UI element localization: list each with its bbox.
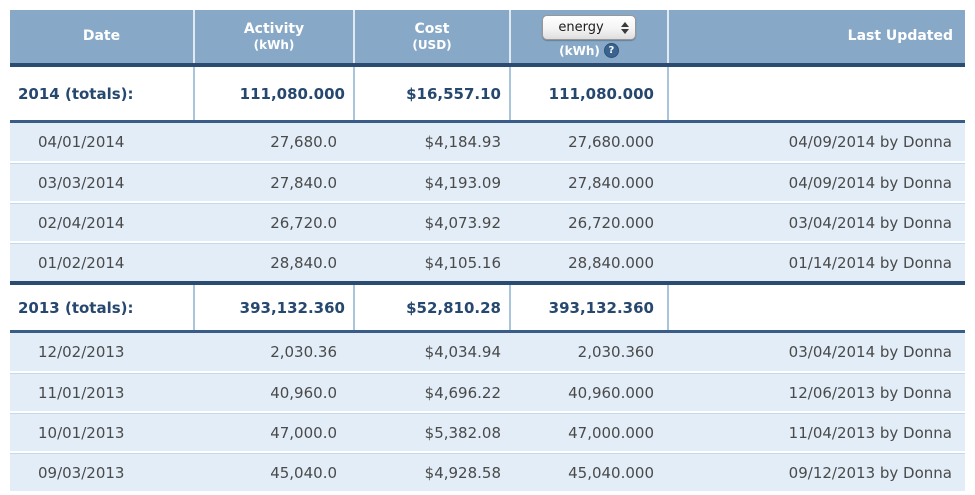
table-row: 04/01/2014 27,680.0 $4,184.93 27,680.000…	[10, 123, 965, 161]
column-header-last-updated: Last Updated	[667, 10, 965, 63]
cell-date: 01/02/2014	[38, 253, 125, 272]
totals-label: 2013 (totals):	[18, 298, 134, 317]
cell-activity: 2,030.36	[270, 343, 337, 361]
column-header-activity-label: Activity	[243, 21, 305, 37]
cell-cost: $4,034.94	[424, 343, 501, 361]
cell-energy: 45,040.000	[568, 463, 654, 482]
column-header-cost-unit: (USD)	[412, 38, 452, 52]
totals-row-2014: 2014 (totals): 111,080.000 $16,557.10 11…	[10, 67, 965, 123]
cell-activity: 45,040.0	[270, 463, 337, 482]
table-row: 09/03/2013 45,040.0 $4,928.58 45,040.000…	[10, 453, 965, 491]
table-row: 12/02/2013 2,030.36 $4,034.94 2,030.360 …	[10, 333, 965, 371]
section-divider-line	[10, 281, 965, 285]
energy-unit-select-value: energy	[558, 20, 604, 35]
cell-last-updated: 04/09/2014 by Donna	[788, 173, 952, 192]
cell-date: 04/01/2014	[38, 133, 125, 151]
cell-energy: 26,720.000	[568, 213, 654, 232]
table-row: 11/01/2013 40,960.0 $4,696.22 40,960.000…	[10, 373, 965, 411]
header-divider-line	[10, 63, 965, 67]
table-row: 03/03/2014 27,840.0 $4,193.09 27,840.000…	[10, 163, 965, 201]
cell-last-updated: 11/04/2013 by Donna	[788, 423, 952, 442]
column-header-last-updated-label: Last Updated	[847, 28, 953, 44]
rows-group-2013: 12/02/2013 2,030.36 $4,034.94 2,030.360 …	[10, 333, 965, 491]
cell-activity: 47,000.0	[270, 423, 337, 442]
column-header-energy: energy (kWh) ?	[509, 10, 667, 63]
cell-energy: 27,680.000	[568, 133, 654, 151]
cell-date: 09/03/2013	[38, 463, 125, 482]
cell-cost: $4,105.16	[424, 253, 501, 272]
cell-energy: 2,030.360	[577, 343, 654, 361]
select-arrows-icon	[619, 21, 635, 34]
totals-cost: $16,557.10	[353, 67, 509, 120]
cell-energy: 27,840.000	[568, 173, 654, 192]
cell-last-updated: 04/09/2014 by Donna	[788, 133, 952, 151]
totals-activity: 393,132.360	[193, 285, 353, 330]
totals-row-2013: 2013 (totals): 393,132.360 $52,810.28 39…	[10, 285, 965, 333]
cell-energy: 28,840.000	[568, 253, 654, 272]
help-icon[interactable]: ?	[603, 43, 619, 58]
cell-last-updated: 03/04/2014 by Donna	[788, 343, 952, 361]
cell-activity: 27,840.0	[270, 173, 337, 192]
cell-last-updated: 03/04/2014 by Donna	[788, 213, 952, 232]
table-row: 10/01/2013 47,000.0 $5,382.08 47,000.000…	[10, 413, 965, 451]
table-row: 01/02/2014 28,840.0 $4,105.16 28,840.000…	[10, 243, 965, 281]
rows-group-2014: 04/01/2014 27,680.0 $4,184.93 27,680.000…	[10, 123, 965, 281]
column-header-activity-unit: (kWh)	[253, 38, 295, 52]
cell-activity: 40,960.0	[270, 383, 337, 402]
cell-cost: $4,928.58	[424, 463, 501, 482]
cell-date: 03/03/2014	[38, 173, 125, 192]
column-header-activity: Activity (kWh)	[193, 10, 353, 63]
table-header: Date Activity (kWh) Cost (USD) energy (k…	[10, 10, 965, 63]
cell-date: 10/01/2013	[38, 423, 125, 442]
cell-last-updated: 12/06/2013 by Donna	[788, 383, 952, 402]
column-header-cost-label: Cost	[414, 21, 450, 37]
cell-date: 02/04/2014	[38, 213, 125, 232]
cell-energy: 47,000.000	[568, 423, 654, 442]
totals-cost: $52,810.28	[353, 285, 509, 330]
cell-cost: $4,696.22	[424, 383, 501, 402]
totals-last-updated	[667, 67, 965, 120]
totals-activity: 111,080.000	[193, 67, 353, 120]
cell-date: 12/02/2013	[38, 343, 125, 361]
cell-activity: 26,720.0	[270, 213, 337, 232]
column-header-date-label: Date	[82, 28, 121, 44]
totals-last-updated	[667, 285, 965, 330]
column-header-energy-unit: (kWh)	[559, 43, 600, 58]
cell-activity: 27,680.0	[270, 133, 337, 151]
totals-energy: 393,132.360	[509, 285, 667, 330]
totals-label: 2014 (totals):	[18, 84, 134, 103]
cell-last-updated: 01/14/2014 by Donna	[788, 253, 952, 272]
cell-cost: $4,193.09	[424, 173, 501, 192]
column-header-date: Date	[10, 10, 193, 63]
cell-activity: 28,840.0	[270, 253, 337, 272]
cell-cost: $5,382.08	[424, 423, 501, 442]
column-header-cost: Cost (USD)	[353, 10, 509, 63]
energy-unit-select[interactable]: energy	[542, 15, 636, 40]
cell-cost: $4,073.92	[424, 213, 501, 232]
cell-date: 11/01/2013	[38, 383, 125, 402]
cell-energy: 40,960.000	[568, 383, 654, 402]
energy-usage-table: Date Activity (kWh) Cost (USD) energy (k…	[10, 10, 965, 491]
cell-cost: $4,184.93	[424, 133, 501, 151]
totals-energy: 111,080.000	[509, 67, 667, 120]
table-row: 02/04/2014 26,720.0 $4,073.92 26,720.000…	[10, 203, 965, 241]
cell-last-updated: 09/12/2013 by Donna	[788, 463, 952, 482]
